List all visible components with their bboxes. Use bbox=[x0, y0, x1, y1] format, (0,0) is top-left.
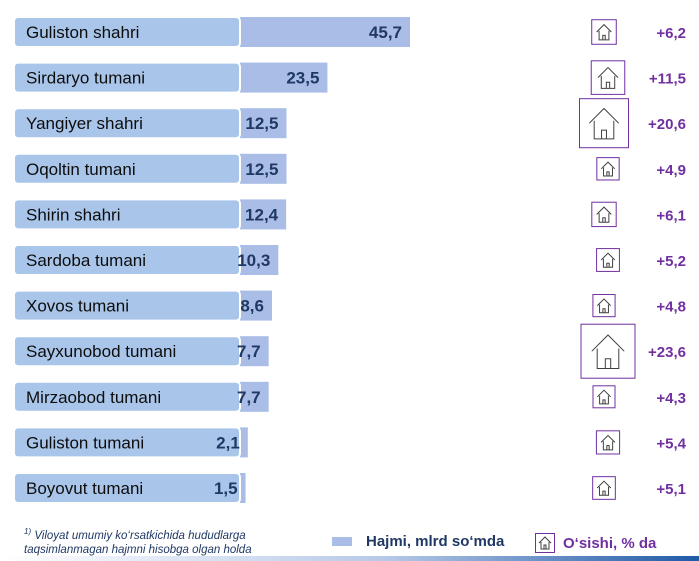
category-label-box bbox=[13, 335, 241, 368]
category-label-box bbox=[13, 152, 241, 185]
value-label: 12,5 bbox=[245, 160, 278, 179]
bar bbox=[240, 473, 246, 503]
bottom-band bbox=[0, 556, 699, 561]
category-label: Boyovut tumani bbox=[26, 479, 143, 498]
category-label: Oqoltin tumani bbox=[26, 160, 136, 179]
value-label: 7,7 bbox=[237, 342, 261, 361]
growth-label: +11,5 bbox=[649, 71, 686, 88]
value-label: 8,6 bbox=[240, 297, 264, 316]
category-label: Sayxunobod tumani bbox=[26, 342, 176, 361]
house-icon bbox=[592, 476, 616, 500]
category-label: Sardoba tumani bbox=[26, 251, 146, 270]
footnote-mark: 1) bbox=[24, 527, 32, 536]
house-icon bbox=[596, 248, 620, 272]
house-icon bbox=[595, 430, 621, 455]
bar bbox=[240, 17, 410, 47]
house-icon bbox=[592, 294, 616, 318]
legend-volume-label: Hajmi, mlrd so‘mda bbox=[366, 533, 505, 550]
growth-label: +20,6 bbox=[648, 116, 686, 133]
value-label: 7,7 bbox=[237, 388, 261, 407]
bar bbox=[240, 381, 269, 412]
category-label: Yangiyer shahri bbox=[26, 114, 143, 133]
house-icon bbox=[580, 323, 636, 379]
value-label: 2,1 bbox=[216, 433, 240, 452]
house-icon bbox=[578, 98, 630, 149]
growth-label: +6,1 bbox=[656, 207, 686, 224]
house-icon bbox=[591, 201, 617, 228]
growth-label: +4,3 bbox=[656, 390, 686, 407]
value-label: 10,3 bbox=[237, 251, 270, 270]
value-label: 12,4 bbox=[245, 205, 279, 224]
value-label: 23,5 bbox=[286, 69, 319, 88]
category-label: Guliston shahri bbox=[26, 23, 139, 42]
legend-growth: O‘sishi, % da bbox=[535, 533, 656, 553]
legend-growth-label: O‘sishi, % da bbox=[563, 534, 657, 552]
bar bbox=[240, 199, 287, 230]
category-label-box bbox=[13, 61, 241, 94]
top-strip bbox=[0, 0, 699, 5]
growth-label: +5,2 bbox=[656, 253, 686, 270]
bar-chart: Guliston shahri 45,7 +6,2 Sirdaryo tumani 23… bbox=[13, 16, 687, 504]
legend-volume-swatch bbox=[332, 537, 352, 546]
bar bbox=[240, 427, 248, 458]
house-icon bbox=[596, 157, 620, 181]
house-icon bbox=[592, 385, 616, 409]
category-label: Sirdaryo tumani bbox=[26, 69, 145, 88]
footnote-text: Viloyat umumiy ko‘rsatkichida hududlarga… bbox=[24, 529, 252, 556]
bar bbox=[240, 336, 269, 367]
category-label: Shirin shahri bbox=[26, 205, 121, 224]
category-label-box bbox=[13, 472, 241, 504]
growth-label: +5,1 bbox=[656, 481, 686, 498]
growth-label: +4,8 bbox=[656, 299, 686, 316]
category-label-box bbox=[13, 244, 241, 276]
house-icon bbox=[591, 19, 617, 45]
bar bbox=[240, 108, 287, 139]
category-label: Mirzaobod tumani bbox=[26, 388, 161, 407]
house-icon bbox=[535, 533, 555, 553]
category-label: Xovos tumani bbox=[26, 297, 129, 316]
category-label-box bbox=[13, 426, 241, 459]
category-label-box bbox=[13, 289, 241, 322]
value-label: 45,7 bbox=[369, 23, 402, 42]
growth-label: +4,9 bbox=[656, 162, 686, 179]
house-icon bbox=[590, 60, 626, 95]
category-label-box bbox=[13, 198, 241, 231]
category-label-box bbox=[13, 380, 241, 413]
value-label: 12,5 bbox=[245, 114, 278, 133]
bar bbox=[240, 290, 272, 321]
footnote: 1) Viloyat umumiy ko‘rsatkichida hududla… bbox=[24, 525, 324, 557]
category-label: Guliston tumani bbox=[26, 433, 144, 452]
growth-label: +23,6 bbox=[648, 344, 686, 361]
growth-label: +6,2 bbox=[656, 25, 686, 42]
bar bbox=[240, 62, 328, 93]
growth-label: +5,4 bbox=[656, 435, 686, 452]
legend-volume: Hajmi, mlrd so‘mda bbox=[332, 533, 504, 550]
bar bbox=[240, 245, 279, 275]
bar bbox=[240, 153, 287, 184]
value-label: 1,5 bbox=[214, 479, 238, 498]
category-label-box bbox=[13, 16, 241, 48]
category-label-box bbox=[13, 107, 241, 140]
